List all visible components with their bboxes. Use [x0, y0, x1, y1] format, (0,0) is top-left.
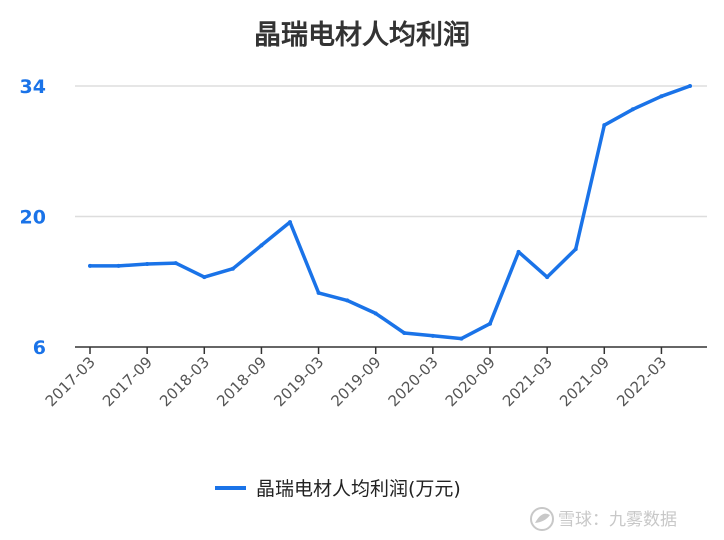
data-point: [345, 298, 350, 303]
data-point: [630, 107, 635, 112]
data-point: [373, 311, 378, 316]
data-point: [288, 220, 292, 225]
x-tick-label: 2019-03: [270, 353, 327, 410]
data-point: [459, 336, 464, 341]
data-point: [602, 123, 607, 128]
x-tick-label: 2020-03: [385, 353, 442, 410]
data-point: [145, 262, 150, 267]
data-point: [230, 266, 235, 271]
x-tick-label: 2022-03: [613, 353, 670, 410]
legend-label: 晶瑞电材人均利润(万元): [256, 478, 461, 500]
y-axis-ticks: 6 20 34: [20, 76, 46, 359]
data-point: [545, 275, 550, 280]
data-point: [88, 263, 92, 268]
y-tick-label: 6: [33, 337, 46, 359]
series-line: [88, 84, 692, 341]
x-axis-ticks: 2017-03 2017-09 2018-03 2018-09 2019-03 2019-…: [42, 347, 670, 410]
x-tick-label: 2017-03: [42, 353, 99, 410]
data-point: [173, 261, 178, 266]
chart-title: 晶瑞电材人均利润: [254, 19, 470, 51]
snowball-logo-icon: [530, 507, 554, 531]
x-tick-label: 2020-09: [442, 353, 499, 410]
data-point: [688, 84, 692, 88]
x-tick-label: 2021-03: [499, 353, 556, 410]
x-tick-label: 2018-09: [213, 353, 270, 410]
y-tick-label: 34: [20, 76, 46, 98]
data-point: [402, 331, 407, 336]
x-tick-label: 2017-09: [99, 353, 156, 410]
legend[interactable]: 晶瑞电材人均利润(万元): [215, 478, 461, 500]
data-point: [259, 243, 264, 248]
series-group: [88, 84, 692, 341]
watermark: 雪球：九雾数据: [530, 507, 677, 531]
data-point: [202, 275, 207, 280]
data-point: [316, 290, 321, 295]
y-tick-label: 20: [20, 207, 46, 229]
data-point: [573, 247, 578, 252]
data-point: [430, 333, 435, 338]
x-tick-label: 2019-09: [327, 353, 384, 410]
data-point: [488, 321, 492, 326]
gridlines: [75, 85, 707, 218]
x-tick-label: 2018-03: [156, 353, 213, 410]
data-point: [116, 263, 121, 268]
watermark-text: 雪球：九雾数据: [558, 510, 677, 530]
data-point: [516, 249, 521, 254]
data-point: [659, 94, 664, 99]
x-tick-label: 2021-09: [556, 353, 613, 410]
